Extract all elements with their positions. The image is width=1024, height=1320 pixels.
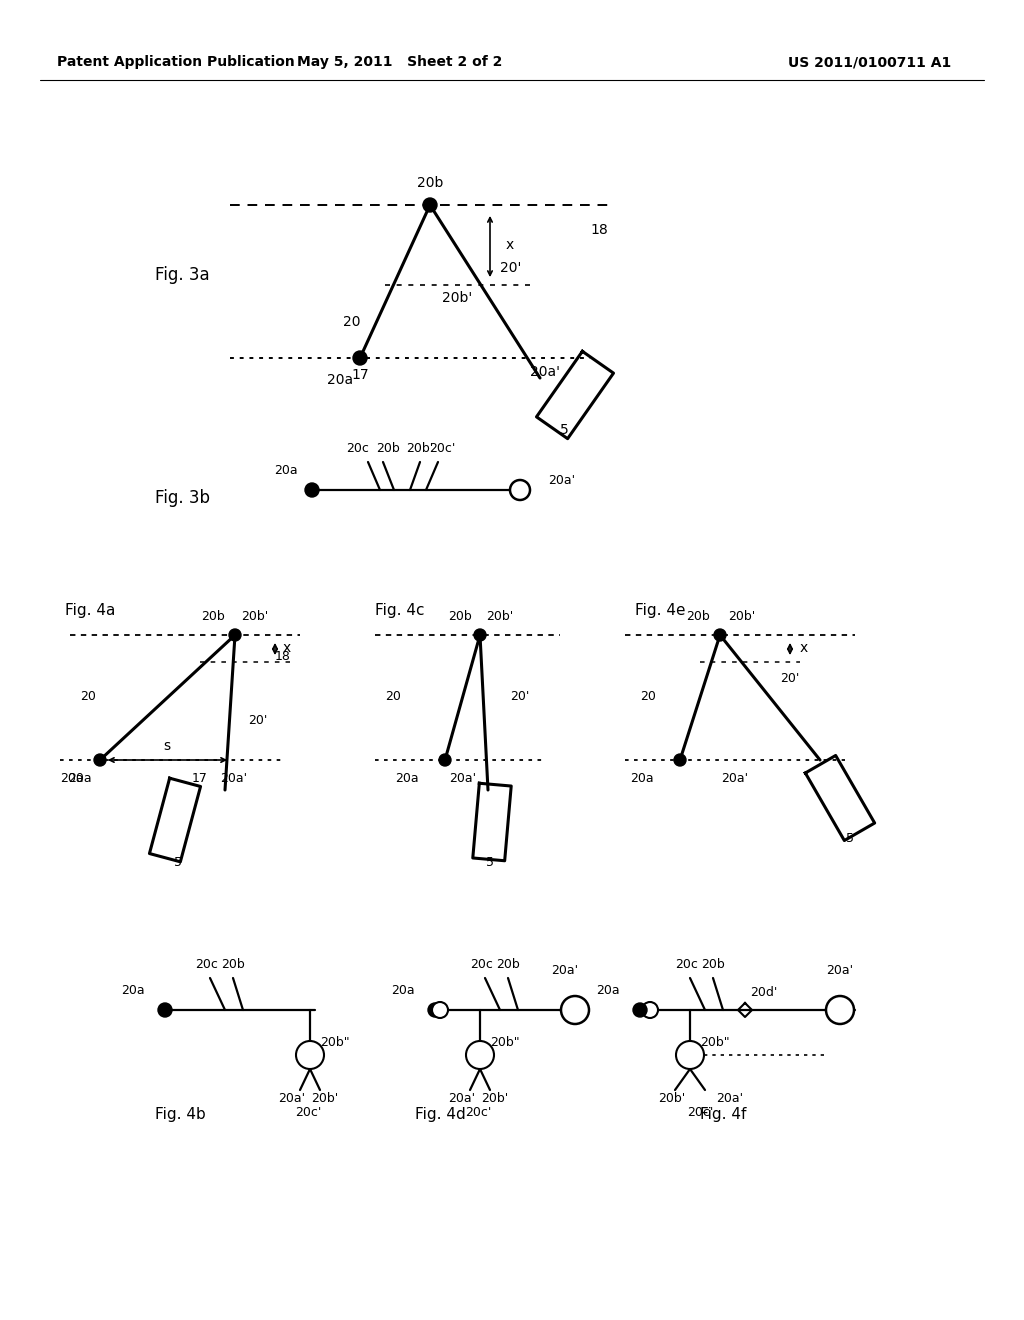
Text: 20b: 20b xyxy=(417,176,443,190)
Text: 20a: 20a xyxy=(68,771,91,784)
Circle shape xyxy=(676,1041,705,1069)
Text: 20b: 20b xyxy=(686,610,710,623)
Text: 20a': 20a' xyxy=(220,771,247,784)
Circle shape xyxy=(432,1002,449,1018)
Text: 20b': 20b' xyxy=(242,610,268,623)
Text: Fig. 4b: Fig. 4b xyxy=(155,1107,206,1122)
Text: Fig. 3b: Fig. 3b xyxy=(155,488,210,507)
Text: 20a: 20a xyxy=(630,771,653,784)
Text: x: x xyxy=(506,238,514,252)
Text: 20c': 20c' xyxy=(465,1106,492,1118)
Text: 20b": 20b" xyxy=(700,1035,730,1048)
Text: Fig. 4f: Fig. 4f xyxy=(700,1107,746,1122)
Text: 20: 20 xyxy=(640,690,656,704)
Circle shape xyxy=(714,630,726,642)
Text: 20b': 20b' xyxy=(658,1092,686,1105)
Text: Fig. 4e: Fig. 4e xyxy=(635,602,685,618)
Text: 20c': 20c' xyxy=(687,1106,713,1118)
Text: 20a: 20a xyxy=(391,983,415,997)
Text: 20a': 20a' xyxy=(548,474,575,487)
Text: 20b': 20b' xyxy=(407,441,433,454)
Text: 20b": 20b" xyxy=(319,1035,349,1048)
Text: x: x xyxy=(800,642,808,655)
Text: 20c: 20c xyxy=(471,958,494,972)
Text: 20a: 20a xyxy=(60,771,84,784)
Text: 20c: 20c xyxy=(676,958,698,972)
Text: Fig. 4d: Fig. 4d xyxy=(415,1107,466,1122)
Text: 20c': 20c' xyxy=(295,1106,322,1118)
Text: s: s xyxy=(164,739,171,752)
Circle shape xyxy=(561,997,589,1024)
Text: 20a': 20a' xyxy=(530,366,560,379)
Text: 5: 5 xyxy=(846,832,854,845)
Text: 5: 5 xyxy=(174,855,182,869)
Circle shape xyxy=(296,1041,324,1069)
Text: 20b: 20b xyxy=(496,958,520,972)
Text: 17: 17 xyxy=(351,368,369,381)
Text: 20a': 20a' xyxy=(826,964,854,977)
Text: Fig. 4a: Fig. 4a xyxy=(65,602,116,618)
Text: 20b": 20b" xyxy=(490,1035,519,1048)
Text: 20a': 20a' xyxy=(552,964,579,977)
Text: 20b': 20b' xyxy=(728,610,756,623)
Text: 5: 5 xyxy=(560,422,568,437)
Text: 20a': 20a' xyxy=(450,771,476,784)
Text: 20c: 20c xyxy=(196,958,218,972)
Circle shape xyxy=(474,630,486,642)
Text: 20d': 20d' xyxy=(750,986,777,998)
Text: May 5, 2011   Sheet 2 of 2: May 5, 2011 Sheet 2 of 2 xyxy=(297,55,503,69)
Text: 20b': 20b' xyxy=(311,1092,339,1105)
Text: 20a: 20a xyxy=(596,983,620,997)
Text: 20: 20 xyxy=(385,690,400,704)
Circle shape xyxy=(158,1003,172,1016)
Text: 20b: 20b xyxy=(701,958,725,972)
Text: 20: 20 xyxy=(80,690,96,704)
Text: 17: 17 xyxy=(193,771,208,784)
Circle shape xyxy=(423,198,437,213)
Text: 20b': 20b' xyxy=(442,290,472,305)
Text: 20': 20' xyxy=(500,261,521,275)
Text: 20: 20 xyxy=(342,315,360,329)
Circle shape xyxy=(642,1002,658,1018)
Text: 18: 18 xyxy=(590,223,608,238)
Text: 20a: 20a xyxy=(395,771,419,784)
Circle shape xyxy=(229,630,241,642)
Circle shape xyxy=(439,754,451,766)
Text: 20b: 20b xyxy=(449,610,472,623)
Circle shape xyxy=(305,483,319,498)
Text: 20a: 20a xyxy=(274,463,298,477)
Text: x: x xyxy=(283,642,291,655)
Text: 20b': 20b' xyxy=(481,1092,509,1105)
Circle shape xyxy=(826,997,854,1024)
Circle shape xyxy=(674,754,686,766)
Text: 18: 18 xyxy=(275,651,291,664)
Text: 20a': 20a' xyxy=(279,1092,305,1105)
Circle shape xyxy=(94,754,106,766)
Text: 20b': 20b' xyxy=(486,610,514,623)
Text: 20b: 20b xyxy=(376,441,400,454)
Circle shape xyxy=(428,1003,442,1016)
Text: 20a': 20a' xyxy=(449,1092,475,1105)
Text: 20': 20' xyxy=(780,672,800,685)
Text: Fig. 3a: Fig. 3a xyxy=(155,267,210,284)
Text: 20a: 20a xyxy=(122,983,145,997)
Circle shape xyxy=(633,1003,647,1016)
Text: 20': 20' xyxy=(248,714,267,727)
Text: US 2011/0100711 A1: US 2011/0100711 A1 xyxy=(788,55,951,69)
Circle shape xyxy=(466,1041,494,1069)
Text: 20a': 20a' xyxy=(717,1092,743,1105)
Circle shape xyxy=(353,351,367,366)
Text: 20c: 20c xyxy=(346,441,370,454)
Text: 20c': 20c' xyxy=(429,441,456,454)
Text: 5: 5 xyxy=(486,855,494,869)
Text: 20': 20' xyxy=(510,690,529,704)
Text: 20a: 20a xyxy=(327,374,353,387)
Text: 20a': 20a' xyxy=(722,771,749,784)
Text: Fig. 4c: Fig. 4c xyxy=(375,602,425,618)
Text: 20b: 20b xyxy=(221,958,245,972)
Circle shape xyxy=(510,480,530,500)
Text: 20b: 20b xyxy=(201,610,225,623)
Text: Patent Application Publication: Patent Application Publication xyxy=(57,55,295,69)
